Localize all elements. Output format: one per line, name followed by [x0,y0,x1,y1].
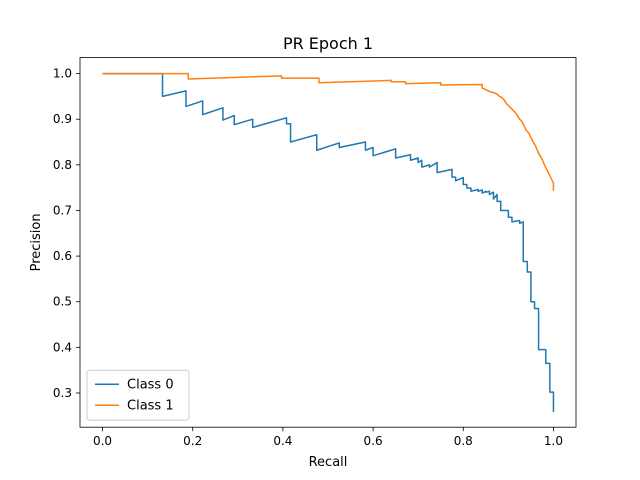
legend-label: Class 0 [127,378,174,393]
y-axis-label: Precision [29,213,44,271]
x-tick-label: 1.0 [544,434,563,448]
plot-area [80,57,576,428]
x-tick-label: 0.8 [454,434,473,448]
x-tick-label: 0.6 [364,434,383,448]
x-tick-label: 0.4 [273,434,292,448]
y-tick-label: 0.3 [53,386,72,400]
y-tick-label: 0.6 [53,249,72,263]
legend-label: Class 1 [127,399,174,414]
y-tick-label: 0.8 [53,158,72,172]
plot-frame [79,57,577,428]
x-tick-label: 0.0 [93,434,112,448]
y-tick-label: 1.0 [53,67,72,81]
series-layer [102,72,555,413]
chart-title: PR Epoch 1 [283,34,373,53]
y-tick-label: 0.7 [53,203,72,217]
x-axis-label: Recall [309,455,348,470]
series-line-class-1 [102,72,555,191]
legend-box [86,369,190,421]
y-tick-label: 0.9 [53,112,72,126]
x-axis: 0.0 0.2 0.4 0.6 0.8 1.0 [93,427,563,448]
legend: Class 0 Class 1 [86,369,190,421]
y-tick-label: 0.4 [53,340,72,354]
y-tick-label: 0.5 [53,295,72,309]
y-axis: 0.3 0.4 0.5 0.6 0.7 0.8 0.9 1.0 [53,67,80,400]
series-line-class-0 [102,72,555,413]
x-tick-label: 0.2 [183,434,202,448]
